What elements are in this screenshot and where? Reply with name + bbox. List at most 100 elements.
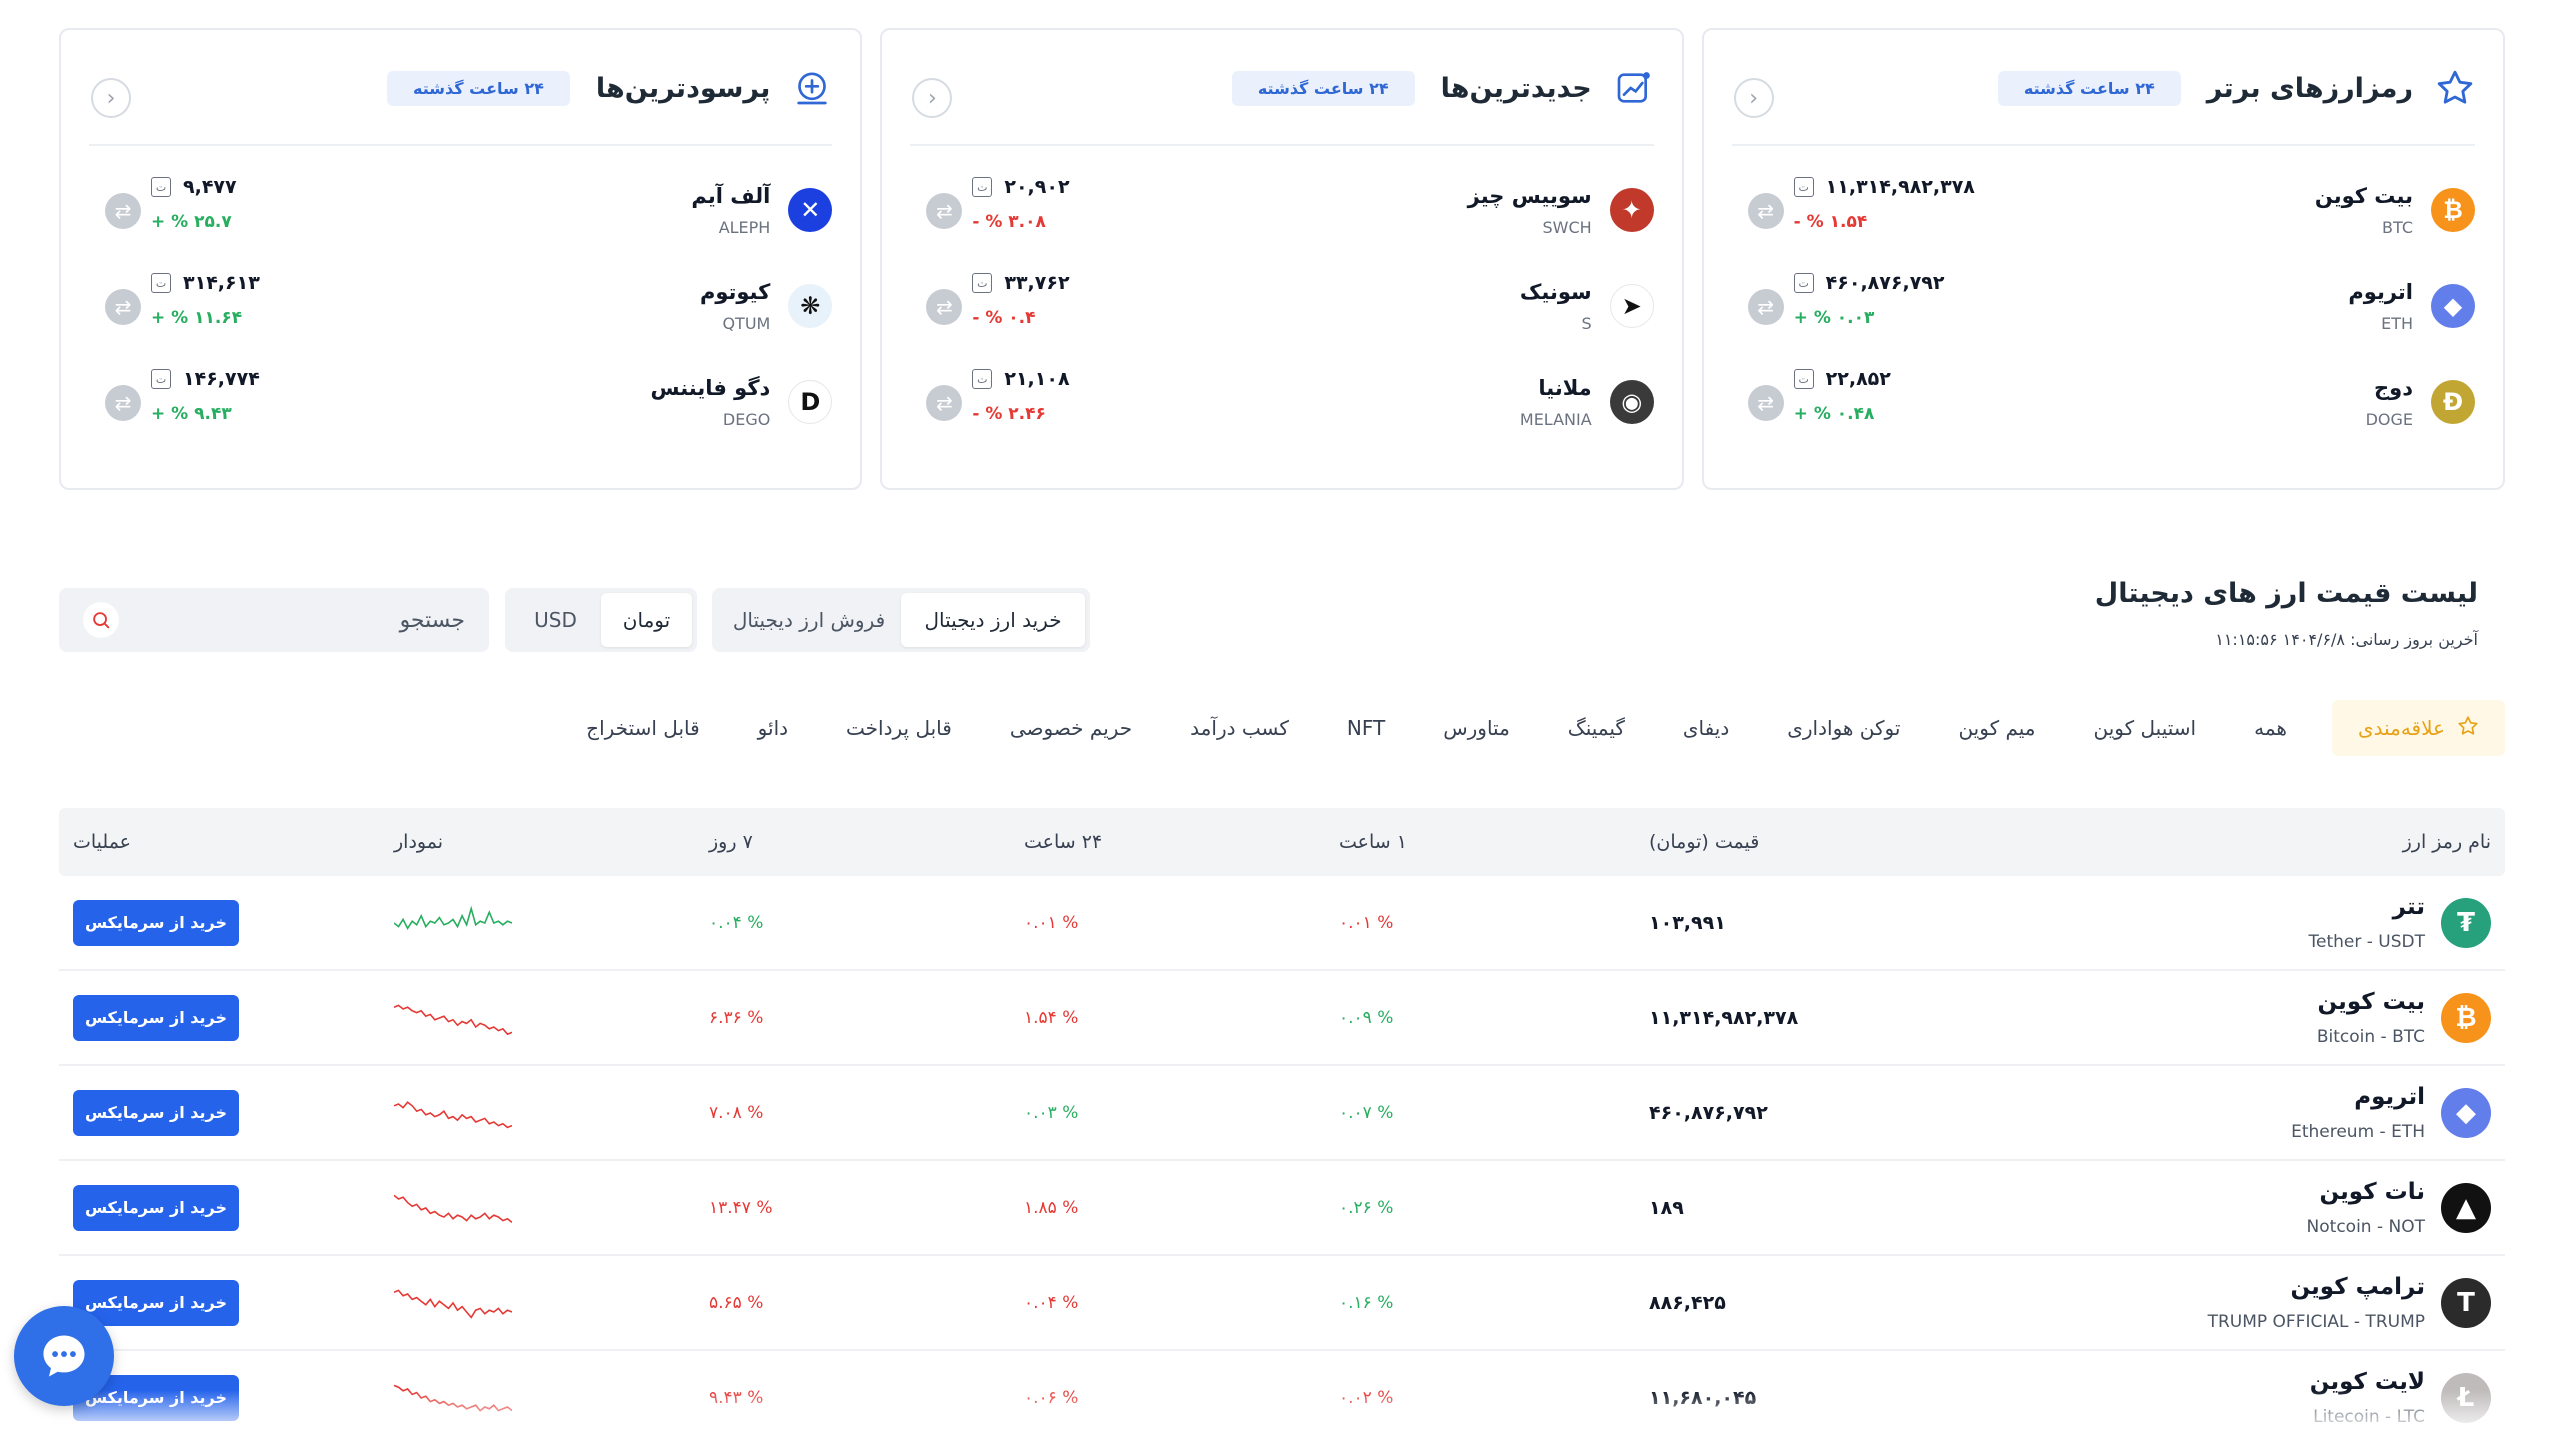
change-24h: ۰.۰۶ % [1024,1387,1079,1408]
tab-favorites[interactable]: علاقه‌مندی [2331,700,2505,756]
buy-button[interactable]: خرید از سرمایکس [73,1279,239,1326]
coin-change: ۱.۵۴ % - [1793,212,1868,232]
tab-payment[interactable]: قابل پرداخت [846,716,952,740]
sparkline-line [394,905,512,930]
sparkline-chart [394,1100,512,1128]
coin-price: ۲۰,۹۰۲ [1004,176,1070,198]
toman-icon: ت [1793,273,1814,293]
tab-dao[interactable]: دائو [757,716,789,740]
table-row[interactable]: ▲ نات کوین Notcoin - NOT ۱۸۹ ۰.۲۶ % ۱.۸۵… [59,1161,2505,1256]
chevron-left-icon[interactable]: ‹ [91,78,132,118]
currency-usd[interactable]: USD [534,608,577,632]
chevron-left-icon[interactable]: ‹ [912,78,953,118]
swap-icon[interactable]: ⇄ [926,385,963,421]
header-1h[interactable]: ۱ ساعت [1339,831,1407,853]
divider [1731,144,2475,146]
tab-mineable[interactable]: قابل استخراج [586,716,700,740]
coin-row[interactable]: Ð دوج DOGE ⇄ ت ۲۲,۸۵۲ ۰.۴۸ % + [1732,354,2475,450]
coin-row[interactable]: D دگو فایننس DEGO ⇄ ت ۱۴۶,۷۷۴ ۹.۴۳ % + [89,354,833,450]
coin-price: ۲۲,۸۵۲ [1825,368,1891,390]
coin-row[interactable]: ✕ آلف آیم ALEPH ⇄ ت ۹,۴۷۷ ۲۵.۷ % + [89,162,833,258]
swap-icon[interactable]: ⇄ [926,193,963,229]
coin-row[interactable]: ❋ کیوتوم QTUM ⇄ ت ۳۱۴,۶۱۳ ۱۱.۶۴ % + [89,258,833,354]
buy-button[interactable]: خرید از سرمایکس [73,1184,239,1231]
tab-fan-token[interactable]: توکن هواداری [1787,716,1901,740]
star-icon [2457,715,2479,742]
tab-stablecoin[interactable]: استیبل کوین [2093,716,2197,740]
tab-all[interactable]: همه [2254,716,2287,740]
toman-icon: ت [151,273,172,293]
coin-logo-icon: ✦ [1609,188,1654,232]
tab-privacy[interactable]: حریم خصوصی [1009,716,1133,740]
coin-fullname: Ethereum - ETH [2291,1121,2425,1142]
table-row[interactable]: ◆ اتریوم Ethereum - ETH ۴۶۰,۸۷۶,۷۹۲ ۰.۰۷… [59,1066,2505,1161]
period-badge[interactable]: ۲۴ ساعت گذشته [387,70,570,106]
price-stack: ت ۹,۴۷۷ ۲۵.۷ % + [151,176,237,232]
tab-buy-crypto[interactable]: خرید ارز دیجیتال [901,593,1085,647]
period-badge[interactable]: ۲۴ ساعت گذشته [1997,70,2181,106]
header-price[interactable]: قیمت (تومان) [1649,831,1760,853]
table-row[interactable]: ₿ بیت کوین Bitcoin - BTC ۱۱,۳۱۴,۹۸۲,۳۷۸ … [59,971,2505,1066]
card-top-coins: رمزارزهای برتر ۲۴ ساعت گذشته ‹ ₿ بیت کوی… [1701,28,2505,490]
header-24h[interactable]: ۲۴ ساعت [1024,831,1103,853]
swap-icon[interactable]: ⇄ [1747,193,1784,229]
currency-toman[interactable]: تومان [601,593,692,647]
coin-row[interactable]: ₿ بیت کوین BTC ⇄ ت ۱۱,۳۱۴,۹۸۲,۳۷۸ ۱.۵۴ %… [1732,162,2475,258]
search-input[interactable] [119,607,465,633]
price-cell: ۸۸۶,۴۲۵ [1649,1291,1726,1314]
coin-row[interactable]: ◉ ملانیا MELANIA ⇄ ت ۲۱,۱۰۸ ۲.۴۶ % - [910,354,1654,450]
change-1h: ۰.۰۲ % [1339,1387,1394,1408]
swap-icon[interactable]: ⇄ [105,385,142,421]
swap-icon[interactable]: ⇄ [1747,289,1784,325]
coin-names: نات کوین Notcoin - NOT [2307,1179,2425,1237]
tab-gaming[interactable]: گیمینگ [1567,716,1625,740]
sparkline-line [394,1100,512,1128]
coin-row[interactable]: ◆ اتریوم ETH ⇄ ت ۴۶۰,۸۷۶,۷۹۲ ۰.۰۳ % + [1732,258,2475,354]
coin-change: ۲۵.۷ % + [151,212,232,232]
buy-button[interactable]: خرید از سرمایکس [73,994,239,1041]
tab-earn[interactable]: کسب درآمد [1190,716,1289,740]
coin-price-block: ⇄ ت ۲۲,۸۵۲ ۰.۴۸ % + [1747,368,1891,424]
coin-name: نات کوین [2319,1178,2425,1205]
period-badge[interactable]: ۲۴ ساعت گذشته [1231,70,1415,106]
swap-icon[interactable]: ⇄ [1747,385,1784,421]
change-24h: ۰.۰۳ % [1024,1102,1079,1123]
coin-names: دگو فایننس DEGO [651,376,771,429]
swap-icon[interactable]: ⇄ [926,289,963,325]
coin-row[interactable]: ➤ سونیک S ⇄ ت ۳۳,۷۶۲ ۰.۴ % - [910,258,1654,354]
operations-cell: خرید از سرمایکس [59,1089,390,1136]
tab-nft[interactable]: NFT [1346,716,1386,740]
coin-name: آلف آیم [691,183,771,208]
price-stack: ت ۱۴۶,۷۷۴ ۹.۴۳ % + [151,368,260,424]
coin-cell: ₿ بیت کوین Bitcoin - BTC [1955,989,2505,1047]
coin-names: اتریوم Ethereum - ETH [2291,1084,2425,1142]
card-newest: جدیدترین‌ها ۲۴ ساعت گذشته ‹ ✦ سوییس چیز … [880,28,1684,490]
header-7d[interactable]: ۷ روز [709,831,753,853]
tab-metaverse[interactable]: متاورس [1443,716,1510,740]
coin-names: بیت کوین BTC [2315,184,2413,237]
coin-names: کیوتوم QTUM [700,280,770,333]
swap-icon[interactable]: ⇄ [105,289,142,325]
header-name[interactable]: نام رمز ارز [2402,831,2491,853]
sparkline-cell [390,901,705,945]
sparkline-chart [394,1194,512,1223]
sparkline-cell [390,1186,705,1230]
tab-memecoin[interactable]: میم کوین [1958,716,2036,740]
table-row[interactable]: Ł لایت کوین Litecoin - LTC ۱۱,۶۸۰,۰۴۵ ۰.… [59,1351,2505,1430]
table-row[interactable]: T ترامپ کوین TRUMP OFFICIAL - TRUMP ۸۸۶,… [59,1256,2505,1351]
divider [89,144,833,146]
buy-button[interactable]: خرید از سرمایکس [73,1089,239,1136]
coin-name: دوج [2374,375,2413,400]
coin-row[interactable]: ✦ سوییس چیز SWCH ⇄ ت ۲۰,۹۰۲ ۳.۰۸ % - [910,162,1654,258]
chat-button[interactable] [14,1306,114,1406]
swap-icon[interactable]: ⇄ [105,193,142,229]
tab-sell-crypto[interactable]: فروش ارز دیجیتال [732,608,886,632]
search-icon[interactable] [83,602,119,638]
coin-name: سوییس چیز [1467,183,1592,208]
table-row[interactable]: ₮ تتر Tether - USDT ۱۰۳,۹۹۱ ۰.۰۱ % ۰.۰۱ … [59,876,2505,971]
chevron-left-icon[interactable]: ‹ [1733,78,1774,118]
tab-defi[interactable]: دیفای [1682,716,1730,740]
buy-button[interactable]: خرید از سرمایکس [73,899,239,946]
coin-name: لایت کوین [2309,1368,2425,1395]
coin-price-block: ⇄ ت ۹,۴۷۷ ۲۵.۷ % + [105,176,237,232]
